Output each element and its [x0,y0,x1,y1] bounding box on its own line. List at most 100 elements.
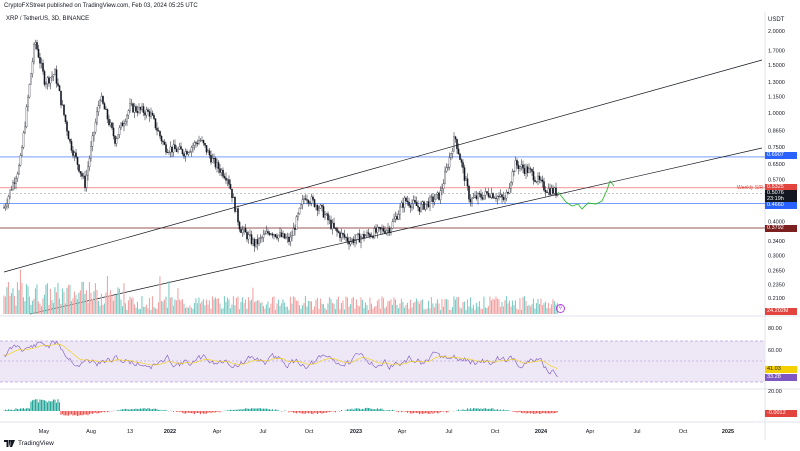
candle-body [313,199,316,207]
tradingview-logo[interactable]: TradingView [4,440,54,447]
macd-histogram-bar [309,411,311,413]
macd-histogram-bar [312,411,314,415]
price-tick-label: 0.6500 [768,162,785,168]
candle-body [478,193,481,195]
macd-histogram-bar [60,411,62,415]
macd-histogram-bar [328,411,330,413]
macd-histogram-bar [495,409,497,411]
symbol-title[interactable]: XRP / TetherUS, 3D, BINANCE [6,16,90,22]
candle-body [339,232,341,238]
macd-histogram-bar [145,408,147,411]
macd-histogram-bar [319,411,321,413]
volume-bar [306,306,308,314]
candle-body [283,233,286,239]
volume-bar [361,299,363,314]
macd-histogram-bar [543,411,545,413]
macd-histogram-bar [327,411,329,413]
time-axis-label: 2023 [350,429,362,435]
macd-histogram-bar [175,411,177,412]
macd-histogram-bar [519,411,521,413]
candle-body [277,234,280,239]
macd-histogram-bar [211,411,213,413]
volume-bar [340,303,342,314]
candle-body [231,188,233,199]
macd-histogram-bar [313,411,315,413]
candle-body [496,196,499,199]
volume-bar [55,292,57,314]
candle-body [4,205,7,208]
macd-histogram-bar [226,410,228,411]
macd-histogram-bar [322,411,324,414]
volume-bar [84,293,86,314]
macd-histogram-bar [447,411,449,413]
candle-body [460,159,463,163]
macd-histogram-bar [33,399,35,411]
volume-bar [426,308,428,314]
candle-body [279,232,281,236]
volume-bar [60,303,62,314]
volume-bar [174,299,176,314]
macd-histogram-bar [358,408,360,411]
candle-body [414,200,416,203]
macd-histogram-bar [43,400,45,411]
macd-histogram-bar [126,409,128,411]
macd-histogram-bar [528,411,530,413]
price-tag-label: 0.4660 [765,202,797,209]
rsi-value-tag: 41.03 [765,366,797,373]
volume-bar [33,298,35,314]
candle-body [243,227,245,231]
macd-histogram-bar [499,409,501,411]
volume-bar [213,299,215,314]
candle-body [295,216,298,230]
candle-body [70,141,73,151]
candle-body [546,192,548,194]
price-tag-label: 0.5076 [765,190,797,197]
candle-body [318,208,320,211]
volume-bar [67,285,69,314]
candle-body [301,199,304,205]
alert-icon[interactable]: ⚲ [556,304,565,313]
volume-bar [255,301,257,314]
volume-bar [448,309,450,314]
candle-body [531,169,533,172]
candle-body [264,233,266,235]
macd-histogram-bar [159,409,161,411]
macd-histogram-bar [172,411,174,412]
macd-histogram-bar [66,411,68,416]
candle-body [207,150,209,153]
macd-histogram-bar [531,411,533,414]
volume-bar [103,303,105,314]
macd-histogram-bar [459,410,461,411]
volume-bar [324,308,326,314]
candle-body [66,121,68,132]
candle-body [361,234,364,238]
candle-body [172,144,175,153]
candle-body [229,184,232,190]
macd-histogram-bar [6,410,8,411]
volume-bar [228,299,230,314]
volume-bar [480,308,482,314]
candle-body [445,167,448,172]
volume-bar [390,299,392,314]
candle-body [481,197,484,200]
macd-histogram-bar [16,409,18,411]
candle-body [150,112,152,117]
macd-histogram-bar [144,408,146,411]
volume-bar [277,299,279,314]
macd-histogram-bar [462,409,464,411]
volume-bar [492,298,494,314]
volume-bar [172,305,174,314]
macd-histogram-bar [82,411,84,415]
macd-histogram-bar [265,408,267,411]
macd-histogram-bar [555,411,557,414]
volume-bar [165,296,167,314]
volume-bar [118,288,120,314]
macd-histogram-bar [36,399,38,411]
candle-body [42,62,44,72]
volume-bar [141,296,143,314]
macd-histogram-bar [103,411,105,413]
volume-bar [369,297,371,314]
volume-bar [73,291,75,314]
candle-body [115,138,118,144]
